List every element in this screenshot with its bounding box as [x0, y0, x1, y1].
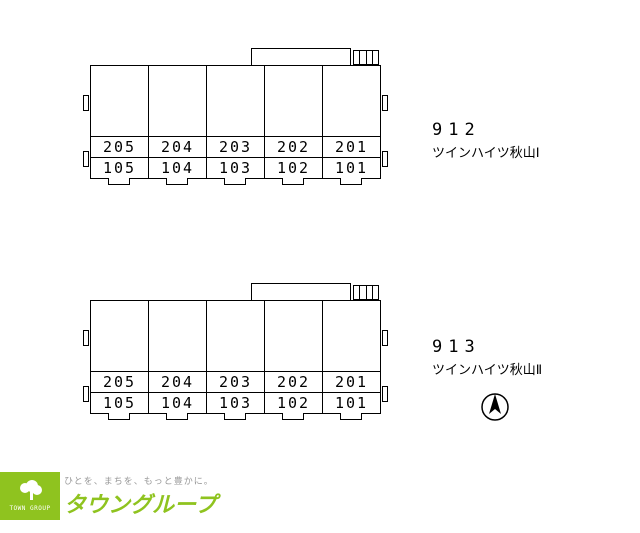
unit-label: 201 — [323, 137, 381, 157]
watermark-badge: TOWN GROUP — [0, 472, 60, 520]
unit-cell — [149, 66, 207, 136]
unit-label: 205 — [91, 372, 149, 392]
floor1-label-row: 105 104 103 102 101 — [90, 393, 381, 414]
roof-extension — [251, 48, 351, 65]
upper-floor-row — [90, 300, 381, 372]
unit-label: 205 — [91, 137, 149, 157]
floor1-label-row: 105 104 103 102 101 — [90, 158, 381, 179]
bottom-tab — [224, 413, 246, 420]
unit-label: 202 — [265, 137, 323, 157]
unit-cell — [91, 301, 149, 371]
unit-label: 105 — [91, 393, 149, 413]
roof-stairs — [353, 50, 379, 65]
unit-label: 101 — [323, 158, 381, 178]
unit-label: 204 — [149, 372, 207, 392]
bottom-tab — [108, 178, 130, 185]
unit-cell — [323, 66, 381, 136]
bottom-tab — [282, 178, 304, 185]
side-tab — [382, 151, 388, 167]
upper-floor-row — [90, 65, 381, 137]
unit-cell — [265, 301, 323, 371]
side-tab — [382, 95, 388, 111]
unit-label: 201 — [323, 372, 381, 392]
side-tab — [83, 386, 89, 402]
bottom-tab — [166, 178, 188, 185]
floorplan-canvas: 205 204 203 202 201 105 104 103 102 101 … — [0, 0, 640, 533]
side-tab — [83, 330, 89, 346]
bottom-tab — [340, 413, 362, 420]
building-a: 205 204 203 202 201 105 104 103 102 101 — [90, 65, 381, 179]
unit-cell — [207, 301, 265, 371]
building-a-label: 912 ツインハイツ秋山Ⅰ — [432, 118, 540, 163]
unit-label: 103 — [207, 158, 265, 178]
unit-label: 203 — [207, 372, 265, 392]
unit-cell — [149, 301, 207, 371]
floor2-label-row: 205 204 203 202 201 — [90, 372, 381, 393]
bottom-tab — [166, 413, 188, 420]
bottom-tab — [108, 413, 130, 420]
watermark: TOWN GROUP ひとを、まちを、もっと豊かに。 タウングループ — [0, 472, 217, 520]
building-number: 913 — [432, 335, 542, 361]
unit-cell — [207, 66, 265, 136]
floor2-label-row: 205 204 203 202 201 — [90, 137, 381, 158]
building-name: ツインハイツ秋山Ⅰ — [432, 144, 540, 164]
building-b: 205 204 203 202 201 105 104 103 102 101 — [90, 300, 381, 414]
watermark-small-text: TOWN GROUP — [9, 505, 50, 512]
unit-cell — [323, 301, 381, 371]
roof-stairs — [353, 285, 379, 300]
compass-icon — [480, 392, 510, 422]
unit-cell — [91, 66, 149, 136]
unit-label: 105 — [91, 158, 149, 178]
side-tab — [382, 386, 388, 402]
unit-cell — [265, 66, 323, 136]
watermark-subtitle: ひとを、まちを、もっと豊かに。 — [64, 474, 217, 487]
bottom-tab — [282, 413, 304, 420]
building-name: ツインハイツ秋山Ⅱ — [432, 361, 542, 381]
side-tab — [83, 151, 89, 167]
unit-label: 102 — [265, 158, 323, 178]
unit-label: 103 — [207, 393, 265, 413]
building-b-label: 913 ツインハイツ秋山Ⅱ — [432, 335, 542, 380]
watermark-title: タウングループ — [64, 487, 217, 519]
unit-label: 203 — [207, 137, 265, 157]
unit-label: 202 — [265, 372, 323, 392]
building-number: 912 — [432, 118, 540, 144]
side-tab — [83, 95, 89, 111]
unit-label: 102 — [265, 393, 323, 413]
roof-extension — [251, 283, 351, 300]
unit-label: 104 — [149, 393, 207, 413]
bottom-tab — [340, 178, 362, 185]
unit-label: 204 — [149, 137, 207, 157]
side-tab — [382, 330, 388, 346]
unit-label: 101 — [323, 393, 381, 413]
tree-icon — [17, 480, 43, 505]
unit-label: 104 — [149, 158, 207, 178]
bottom-tab — [224, 178, 246, 185]
watermark-text: ひとを、まちを、もっと豊かに。 タウングループ — [64, 474, 217, 519]
